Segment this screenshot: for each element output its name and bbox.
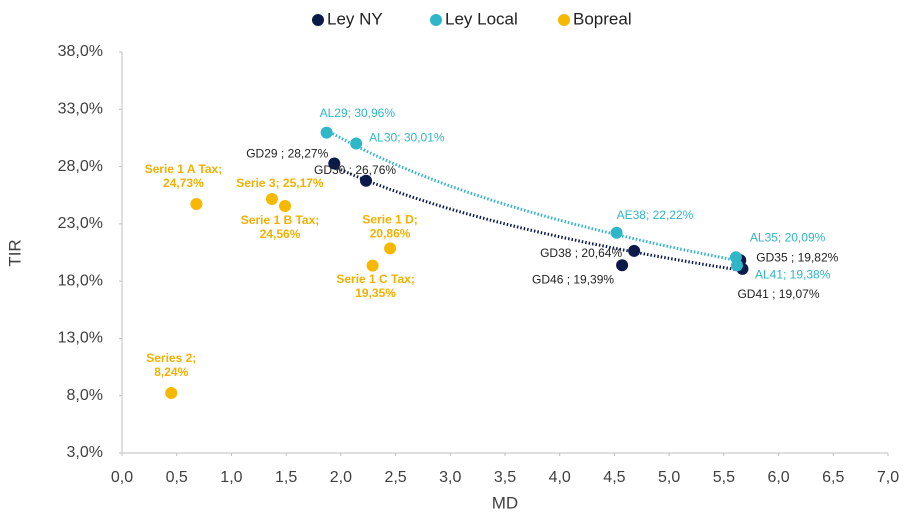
x-tick-label: 0,0 [111, 469, 133, 486]
y-tick-label: 28,0% [58, 158, 103, 175]
x-tick-label: 3,5 [494, 469, 516, 486]
legend-label: Ley Local [445, 9, 518, 28]
x-tick-label: 4,0 [549, 469, 571, 486]
x-tick-label: 2,0 [330, 469, 352, 486]
x-tick-label: 7,0 [877, 469, 899, 486]
x-tick-label: 5,5 [713, 469, 735, 486]
x-tick-label: 0,5 [166, 469, 188, 486]
point-label: 19,35% [355, 286, 396, 300]
point-label: GD35 ; 19,82% [756, 250, 838, 264]
point [328, 157, 341, 170]
x-axis-title: MD [492, 493, 518, 512]
point-label: AL30; 30,01% [369, 131, 445, 145]
point-label: Serie 1 D; [362, 213, 417, 227]
point-label: AL35; 20,09% [750, 230, 826, 244]
point-label: AL41; 19,38% [755, 268, 831, 282]
point [616, 259, 629, 272]
y-tick-label: 23,0% [58, 215, 103, 232]
x-tick-label: 1,5 [275, 469, 297, 486]
trendline [333, 165, 743, 273]
x-tick-label: 4,5 [603, 469, 625, 486]
point-label: GD30 ; 26,76% [314, 163, 396, 177]
point-label: Serie 3; 25,17% [236, 176, 324, 190]
point-label: AE38; 22,22% [617, 208, 694, 222]
point [165, 386, 178, 399]
point-label: 24,56% [260, 227, 301, 241]
point [265, 192, 278, 205]
point-label: Serie 1 B Tax; [241, 213, 319, 227]
point [366, 259, 379, 272]
point [384, 242, 397, 255]
y-tick-label: 13,0% [58, 330, 103, 347]
point-label: 8,24% [154, 365, 188, 379]
point [190, 198, 203, 211]
point [279, 199, 292, 212]
y-tick-label: 3,0% [67, 444, 103, 461]
point-label: GD41 ; 19,07% [737, 287, 819, 301]
legend-marker [558, 14, 570, 26]
y-tick-label: 33,0% [58, 101, 103, 118]
y-axis-title: TIR [5, 239, 24, 266]
point-label: Serie 1 C Tax; [336, 272, 414, 286]
y-tick-label: 8,0% [67, 387, 103, 404]
point-label: GD29 ; 28,27% [246, 147, 328, 161]
y-tick-label: 18,0% [58, 272, 103, 289]
x-tick-label: 6,0 [767, 469, 789, 486]
point [350, 137, 363, 150]
point [610, 226, 623, 239]
point-label: Series 2; [146, 351, 196, 365]
legend-label: Ley NY [327, 9, 383, 28]
legend-marker [430, 14, 442, 26]
legend-marker [312, 14, 324, 26]
point-label: Serie 1 A Tax; [145, 162, 223, 176]
point-label: 20,86% [370, 227, 411, 241]
point [628, 244, 641, 257]
point-label: AL29; 30,96% [320, 106, 396, 120]
trendline [325, 128, 738, 262]
x-tick-label: 6,5 [822, 469, 844, 486]
x-tick-label: 3,0 [439, 469, 461, 486]
point [730, 259, 743, 272]
point-label: GD46 ; 19,39% [532, 272, 614, 286]
x-tick-label: 1,0 [220, 469, 242, 486]
x-tick-label: 5,0 [658, 469, 680, 486]
y-tick-label: 38,0% [58, 43, 103, 60]
point-label: GD38 ; 20,64% [540, 246, 622, 260]
point [360, 174, 373, 187]
point [320, 126, 333, 139]
legend-label: Bopreal [573, 9, 632, 28]
x-tick-label: 2,5 [384, 469, 406, 486]
point-label: 24,73% [163, 176, 204, 190]
